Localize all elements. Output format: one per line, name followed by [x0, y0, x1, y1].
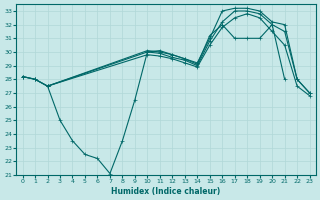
X-axis label: Humidex (Indice chaleur): Humidex (Indice chaleur): [111, 187, 221, 196]
